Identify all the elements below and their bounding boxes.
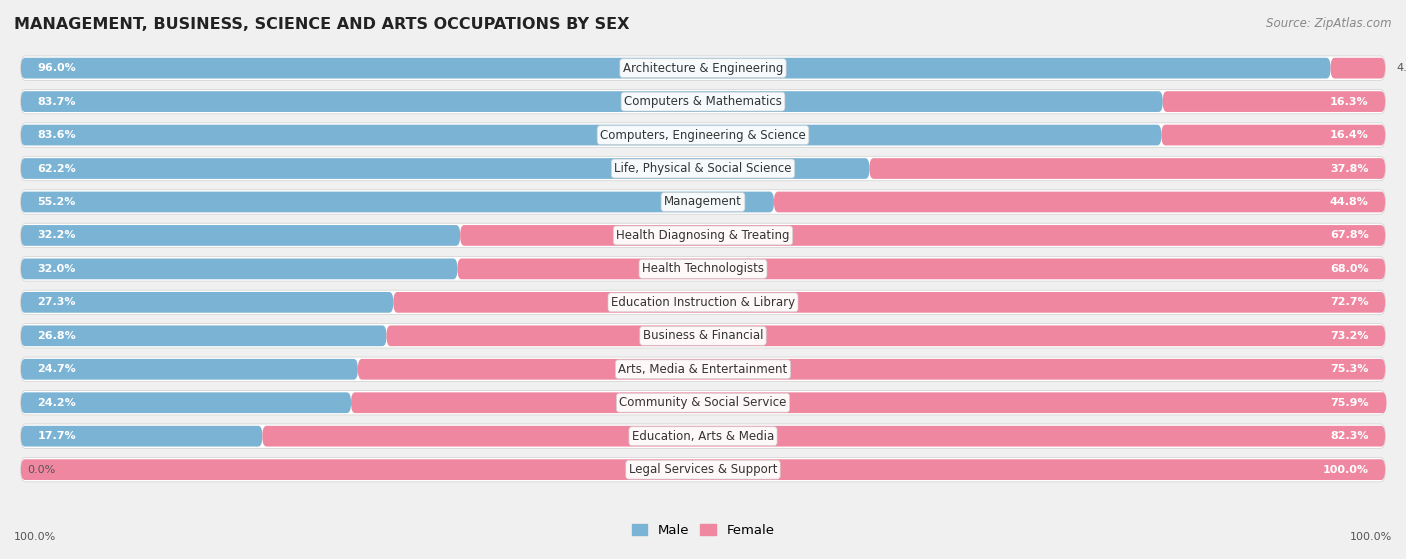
FancyBboxPatch shape [21,257,1385,281]
FancyBboxPatch shape [21,426,263,447]
FancyBboxPatch shape [460,225,1385,246]
Text: 27.3%: 27.3% [37,297,76,307]
Text: Education Instruction & Library: Education Instruction & Library [612,296,794,309]
FancyBboxPatch shape [394,292,1385,312]
FancyBboxPatch shape [21,392,351,413]
Text: 62.2%: 62.2% [37,164,76,173]
Text: 24.2%: 24.2% [37,397,76,408]
FancyBboxPatch shape [21,89,1385,114]
FancyBboxPatch shape [21,290,1385,315]
FancyBboxPatch shape [1161,125,1385,145]
FancyBboxPatch shape [1330,58,1385,78]
Text: Computers & Mathematics: Computers & Mathematics [624,95,782,108]
FancyBboxPatch shape [21,158,869,179]
Text: 83.6%: 83.6% [37,130,76,140]
Text: 75.3%: 75.3% [1330,364,1369,375]
Text: 0.0%: 0.0% [28,465,56,475]
Text: 82.3%: 82.3% [1330,431,1369,441]
FancyBboxPatch shape [263,426,1385,447]
Text: 100.0%: 100.0% [14,532,56,542]
Text: 96.0%: 96.0% [37,63,76,73]
Text: Health Technologists: Health Technologists [643,262,763,276]
FancyBboxPatch shape [21,91,1163,112]
Text: 100.0%: 100.0% [1350,532,1392,542]
Text: 68.0%: 68.0% [1330,264,1369,274]
FancyBboxPatch shape [21,359,359,380]
Text: 72.7%: 72.7% [1330,297,1369,307]
Text: Health Diagnosing & Treating: Health Diagnosing & Treating [616,229,790,242]
Text: 16.4%: 16.4% [1330,130,1369,140]
FancyBboxPatch shape [1163,91,1385,112]
Text: 17.7%: 17.7% [37,431,76,441]
Text: Community & Social Service: Community & Social Service [619,396,787,409]
Text: 75.9%: 75.9% [1330,397,1369,408]
FancyBboxPatch shape [21,56,1385,80]
Text: 37.8%: 37.8% [1330,164,1369,173]
Text: Business & Financial: Business & Financial [643,329,763,342]
FancyBboxPatch shape [21,258,457,280]
FancyBboxPatch shape [21,58,1330,78]
Text: 24.7%: 24.7% [37,364,76,375]
Text: 26.8%: 26.8% [37,331,76,341]
Text: 67.8%: 67.8% [1330,230,1369,240]
Text: 83.7%: 83.7% [37,97,76,107]
Text: Life, Physical & Social Science: Life, Physical & Social Science [614,162,792,175]
FancyBboxPatch shape [21,123,1385,147]
Text: Management: Management [664,196,742,209]
Legend: Male, Female: Male, Female [626,519,780,542]
FancyBboxPatch shape [21,125,1161,145]
Text: 73.2%: 73.2% [1330,331,1369,341]
FancyBboxPatch shape [21,292,394,312]
Text: 32.2%: 32.2% [37,230,76,240]
FancyBboxPatch shape [21,357,1385,381]
Text: 4.0%: 4.0% [1396,63,1406,73]
Text: 44.8%: 44.8% [1330,197,1369,207]
FancyBboxPatch shape [21,192,773,212]
Text: Architecture & Engineering: Architecture & Engineering [623,61,783,75]
Text: Computers, Engineering & Science: Computers, Engineering & Science [600,129,806,141]
Text: 16.3%: 16.3% [1330,97,1369,107]
Text: Arts, Media & Entertainment: Arts, Media & Entertainment [619,363,787,376]
FancyBboxPatch shape [352,392,1386,413]
Text: Source: ZipAtlas.com: Source: ZipAtlas.com [1267,17,1392,30]
FancyBboxPatch shape [21,324,1385,348]
FancyBboxPatch shape [387,325,1385,346]
Text: 55.2%: 55.2% [37,197,76,207]
FancyBboxPatch shape [21,223,1385,248]
FancyBboxPatch shape [21,190,1385,214]
FancyBboxPatch shape [21,391,1385,415]
FancyBboxPatch shape [21,157,1385,181]
FancyBboxPatch shape [457,258,1385,280]
Text: 32.0%: 32.0% [37,264,76,274]
Text: 100.0%: 100.0% [1323,465,1369,475]
Text: Legal Services & Support: Legal Services & Support [628,463,778,476]
FancyBboxPatch shape [21,225,460,246]
FancyBboxPatch shape [21,457,1385,482]
FancyBboxPatch shape [21,459,1385,480]
FancyBboxPatch shape [21,325,387,346]
Text: Education, Arts & Media: Education, Arts & Media [631,430,775,443]
Text: MANAGEMENT, BUSINESS, SCIENCE AND ARTS OCCUPATIONS BY SEX: MANAGEMENT, BUSINESS, SCIENCE AND ARTS O… [14,17,630,32]
FancyBboxPatch shape [359,359,1385,380]
FancyBboxPatch shape [21,424,1385,448]
FancyBboxPatch shape [869,158,1385,179]
FancyBboxPatch shape [773,192,1385,212]
